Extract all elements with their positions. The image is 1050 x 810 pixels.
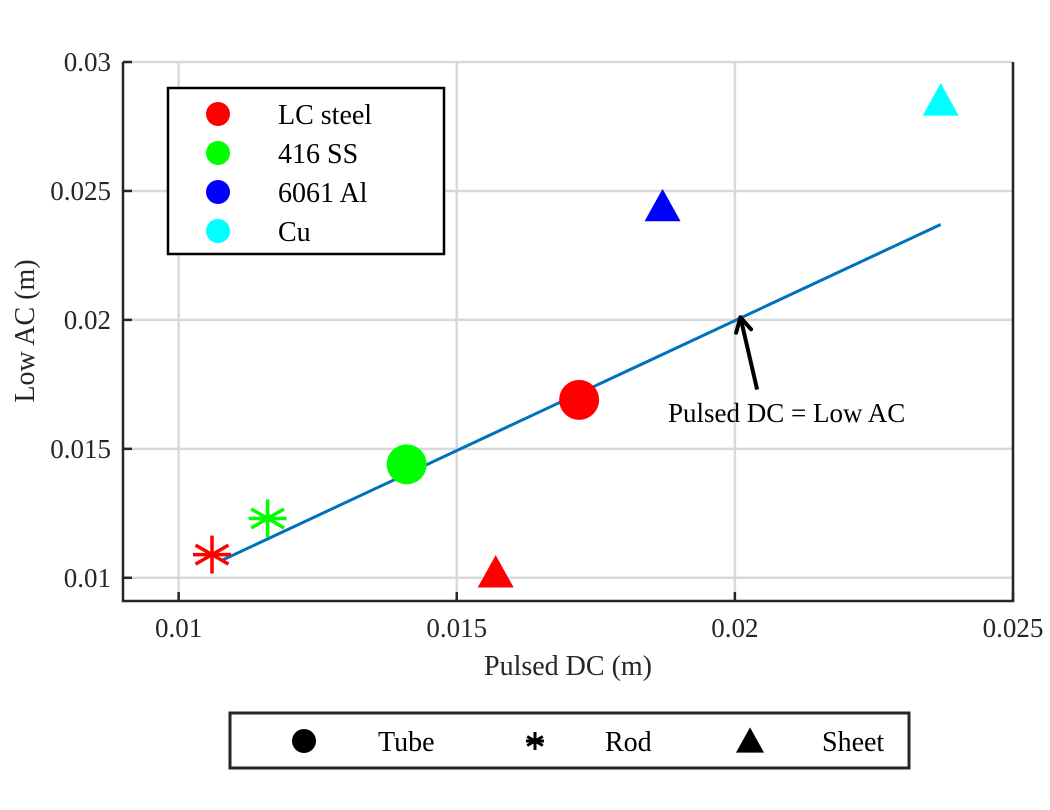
- y-tick-label: 0.01: [64, 563, 111, 593]
- legend-marker-circle: [206, 141, 230, 165]
- material-legend-label: 6061 Al: [278, 178, 368, 209]
- material-legend-label: Cu: [278, 217, 311, 248]
- x-tick-label: 0.02: [711, 613, 758, 643]
- grid-layer: [123, 60, 1015, 601]
- shape-legend-label: Rod: [605, 727, 652, 758]
- shape-legend: Tube Rod Sheet: [228, 711, 911, 770]
- material-legend-label: 416 SS: [278, 139, 358, 170]
- shape-legend-label: Sheet: [822, 727, 884, 758]
- annotation-arrow: [734, 315, 760, 390]
- y-tick-label: 0.03: [64, 47, 111, 77]
- x-tick-label: 0.025: [983, 613, 1044, 643]
- material-legend-item: Cu: [206, 217, 311, 248]
- shape-legend-label: Tube: [378, 727, 435, 758]
- material-legend: LC steel 416 SS 6061 Al Cu: [166, 86, 446, 256]
- y-tick-label: 0.015: [50, 434, 111, 464]
- data-point-sheet: [922, 83, 959, 116]
- material-legend-item: LC steel: [206, 100, 372, 131]
- x-axis-label: Pulsed DC (m): [484, 651, 652, 682]
- material-legend-label: LC steel: [278, 100, 372, 131]
- x-tick-label: 0.015: [426, 613, 487, 643]
- shape-legend-item: Tube: [292, 727, 435, 758]
- shape-legend-box: [228, 711, 911, 770]
- y-tick-label: 0.025: [50, 176, 111, 206]
- material-legend-item: 6061 Al: [206, 178, 368, 209]
- legend-marker-circle: [206, 219, 230, 243]
- data-point-rod: [248, 499, 287, 538]
- y-tick-label: 0.02: [64, 305, 111, 335]
- shape-legend-item: Rod: [526, 727, 652, 758]
- legend-marker-circle: [206, 102, 230, 126]
- points-layer: [193, 83, 959, 588]
- axis-frame: [121, 62, 1015, 603]
- axes-layer: 0.01 0.015 0.02 0.025 0.01 0.015 0.02 0.025 0.03: [50, 47, 1043, 643]
- y-axis-label: Low AC (m): [10, 259, 41, 402]
- data-point-rod: [193, 535, 231, 574]
- data-point-sheet: [477, 555, 514, 588]
- data-point-tube: [559, 379, 600, 420]
- shape-legend-item: Sheet: [736, 727, 884, 758]
- legend-marker-circle: [206, 180, 230, 204]
- annotation-text: Pulsed DC = Low AC: [668, 398, 905, 428]
- annotation-layer: Pulsed DC = Low AC: [668, 315, 905, 428]
- data-point-sheet: [644, 188, 681, 222]
- data-point-tube: [386, 444, 427, 485]
- x-tick-label: 0.01: [155, 613, 202, 643]
- material-legend-item: 416 SS: [206, 139, 358, 170]
